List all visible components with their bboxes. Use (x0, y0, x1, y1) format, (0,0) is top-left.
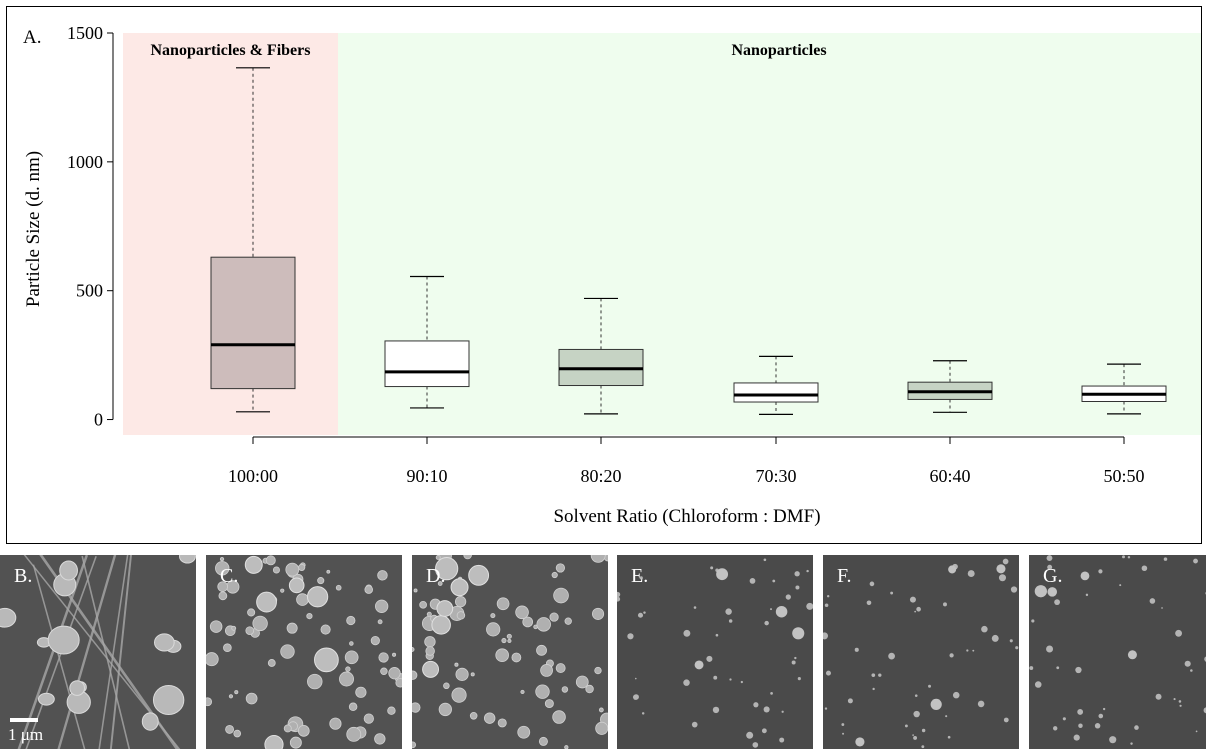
box-100-00 (210, 256, 296, 390)
sem-panel-letter: G. (1043, 565, 1063, 587)
x-axis-label: Solvent Ratio (Chloroform : DMF) (553, 506, 820, 527)
sem-micrograph (823, 555, 1019, 749)
sem-micrograph (617, 555, 813, 749)
x-tick-label: 80:20 (580, 466, 621, 486)
sem-image-g: G. (1029, 555, 1206, 749)
y-tick-label: 500 (76, 281, 103, 301)
sem-image-f: F. (823, 555, 1019, 749)
region-label: Nanoparticles & Fibers (151, 42, 311, 59)
box-90-10 (384, 340, 470, 388)
x-tick-label: 70:30 (755, 466, 796, 486)
sem-image-b: B. 1 μm (0, 555, 196, 749)
sem-image-e: E. (617, 555, 813, 749)
sem-micrograph (412, 555, 608, 749)
x-tick-label: 100:00 (228, 466, 278, 486)
x-tick-label: 50:50 (1103, 466, 1144, 486)
sem-image-strip: B. 1 μm C. D. E. F. G. (0, 555, 1206, 749)
y-tick-label: 0 (94, 410, 103, 430)
x-tick-label: 60:40 (929, 466, 970, 486)
sem-panel-letter: F. (837, 565, 852, 587)
region-nanoparticles (338, 33, 1201, 435)
x-tick-label: 90:10 (406, 466, 447, 486)
sem-micrograph (206, 555, 402, 749)
y-tick-label: 1000 (67, 152, 103, 172)
scale-bar-label: 1 μm (8, 725, 44, 744)
sem-image-c: C. (206, 555, 402, 749)
sem-image-d: D. (412, 555, 608, 749)
panel-a-label: A. (23, 27, 42, 48)
y-axis-label: Particle Size (d. nm) (23, 151, 44, 307)
sem-micrograph (0, 555, 196, 749)
region-label: Nanoparticles (731, 42, 826, 59)
box-plot: Nanoparticles & Fibers Nanoparticles 0 500 1… (23, 23, 1201, 527)
box-70-30 (733, 382, 819, 403)
sem-micrograph (1029, 555, 1206, 749)
y-tick-label: 1500 (67, 23, 103, 43)
sem-panel-letter: E. (631, 565, 649, 587)
sem-panel-letter: B. (14, 565, 33, 587)
scale-bar (10, 718, 38, 722)
sem-panel-letter: C. (220, 565, 239, 587)
sem-panel-letter: D. (426, 565, 446, 587)
chart-panel-a: Nanoparticles & Fibers Nanoparticles 0 500 1… (6, 6, 1202, 544)
